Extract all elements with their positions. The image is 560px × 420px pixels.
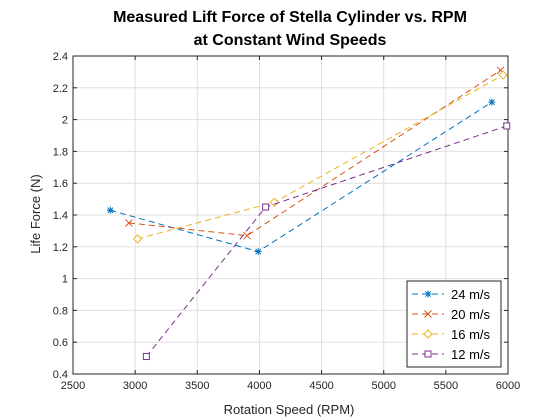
series-16-m-s <box>132 70 508 244</box>
legend-label: 16 m/s <box>451 327 491 342</box>
x-tick-label: 3000 <box>123 380 147 392</box>
series-layer <box>106 66 511 361</box>
data-point <box>106 206 114 214</box>
legend-box <box>406 280 502 368</box>
data-point <box>243 231 251 240</box>
data-point <box>262 203 270 211</box>
data-point <box>498 70 508 80</box>
y-tick-label: 0.4 <box>53 369 68 381</box>
x-tick-label: 4000 <box>247 380 271 392</box>
series-12-m-s <box>142 122 511 361</box>
x-axis-label: Rotation Speed (RPM) <box>224 402 355 417</box>
data-point <box>125 219 133 227</box>
legend: 24 m/s 20 m/s 16 m/s 12 m/s <box>406 280 502 368</box>
y-tick-label: 1.8 <box>53 146 68 158</box>
legend-marker <box>423 329 433 339</box>
y-tick-label: 2.2 <box>53 83 68 95</box>
y-tick-label: 1.6 <box>53 178 68 190</box>
chart-title-line-2: at Constant Wind Speeds <box>194 32 387 49</box>
y-tick-label: 0.8 <box>53 305 68 317</box>
y-axis-label: Life Force (N) <box>28 174 43 253</box>
y-tick-label: 1.4 <box>53 210 68 222</box>
y-tick-label: 1 <box>62 274 68 286</box>
data-point <box>142 353 150 361</box>
chart-title-line-1: Measured Lift Force of Stella Cylinder v… <box>113 9 467 26</box>
x-tick-label: 5500 <box>434 380 458 392</box>
data-point <box>488 98 496 106</box>
series-line <box>128 69 501 237</box>
data-point <box>269 197 280 207</box>
x-tick-label: 4500 <box>309 380 333 392</box>
legend-label: 12 m/s <box>451 347 491 362</box>
y-tick-label: 0.6 <box>53 337 68 349</box>
data-point <box>132 234 143 244</box>
series-24-m-s <box>106 98 496 256</box>
legend-marker <box>424 290 432 298</box>
legend-entry: 12 m/s <box>412 347 491 362</box>
data-point <box>254 248 262 256</box>
x-tick-label: 3500 <box>185 380 209 392</box>
legend-marker <box>424 350 432 358</box>
axes: 2500 3000 3500 4000 4500 5000 5500 6000 0.4 0.6 0.… <box>53 51 521 392</box>
legend-label: 24 m/s <box>451 287 491 302</box>
x-tick-label: 6000 <box>496 380 520 392</box>
legend-entry: 24 m/s <box>412 287 491 302</box>
x-tick-label: 2500 <box>61 380 85 392</box>
legend-entry: 20 m/s <box>412 307 491 322</box>
legend-label: 20 m/s <box>451 307 491 322</box>
y-tick-label: 2 <box>62 115 68 127</box>
data-point <box>503 122 511 130</box>
x-tick-label: 5000 <box>371 380 395 392</box>
y-tick-label: 1.2 <box>53 242 68 254</box>
y-tick-label: 2.4 <box>53 51 68 63</box>
legend-marker <box>424 310 432 318</box>
legend-entry: 16 m/s <box>412 327 491 342</box>
